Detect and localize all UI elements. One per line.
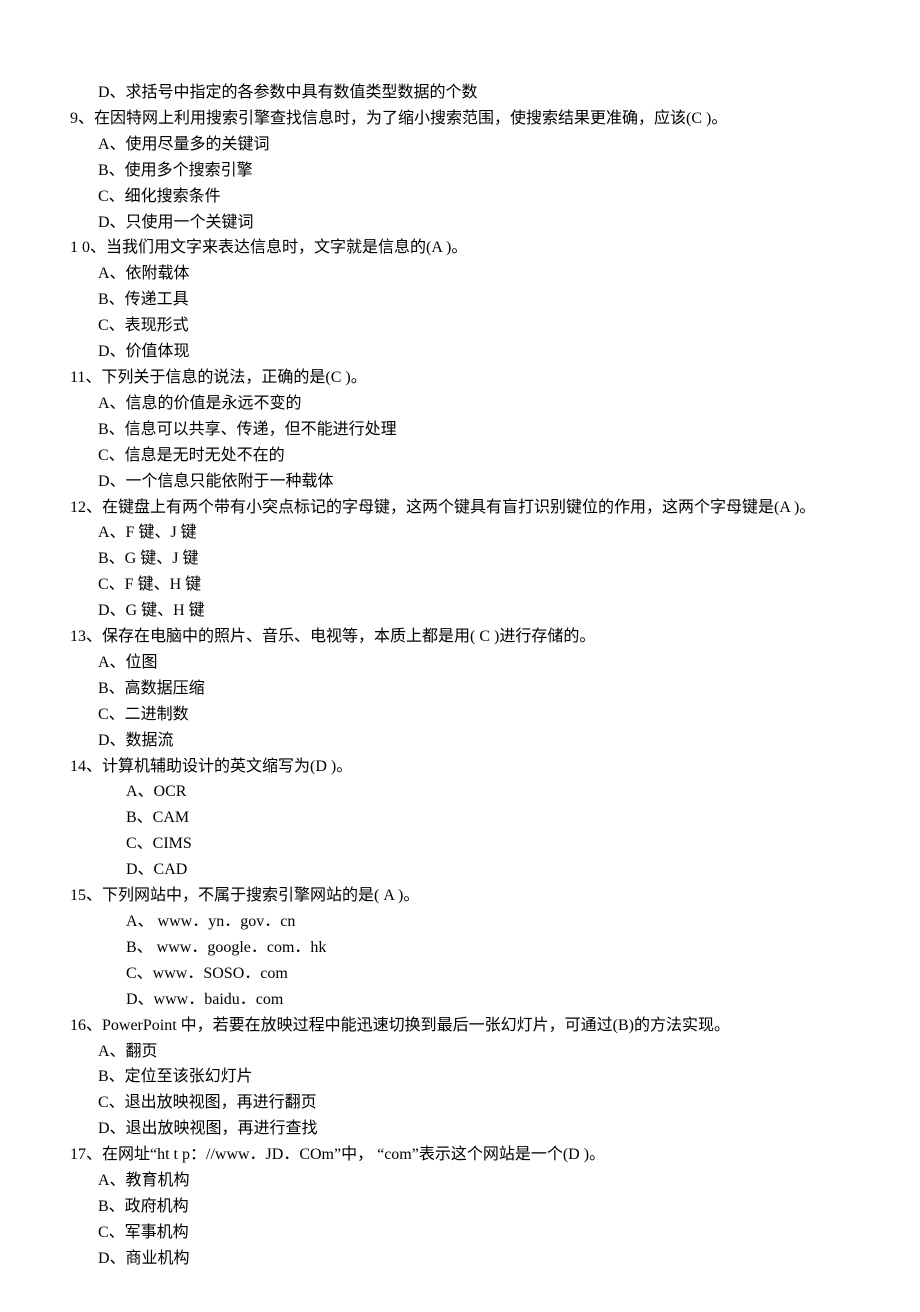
option-line: B、信息可以共享、传递，但不能进行处理 — [70, 417, 850, 443]
option-line: D、CAD — [70, 857, 850, 883]
option-line: D、G 键、H 键 — [70, 598, 850, 624]
option-line: B、 www．google．com．hk — [70, 935, 850, 961]
question-line: 1 0、当我们用文字来表达信息时，文字就是信息的(A )。 — [70, 235, 850, 261]
question-line: 15、下列网站中，不属于搜索引擎网站的是( A )。 — [70, 883, 850, 909]
option-line: C、二进制数 — [70, 702, 850, 728]
option-line: C、www．SOSO．com — [70, 961, 850, 987]
option-line: D、价值体现 — [70, 339, 850, 365]
question-line: 16、PowerPoint 中，若要在放映过程中能迅速切换到最后一张幻灯片，可通… — [70, 1013, 850, 1039]
option-line: A、依附载体 — [70, 261, 850, 287]
option-line: B、政府机构 — [70, 1194, 850, 1220]
question-line: 9、在因特网上利用搜索引擎查找信息时，为了缩小搜索范围，使搜索结果更准确，应该(… — [70, 106, 850, 132]
question-line: 13、保存在电脑中的照片、音乐、电视等，本质上都是用( C )进行存储的。 — [70, 624, 850, 650]
option-line: D、商业机构 — [70, 1246, 850, 1272]
option-line: C、细化搜索条件 — [70, 184, 850, 210]
option-line: A、 www．yn．gov．cn — [70, 909, 850, 935]
option-line: D、求括号中指定的各参数中具有数值类型数据的个数 — [70, 80, 850, 106]
option-line: C、退出放映视图，再进行翻页 — [70, 1090, 850, 1116]
option-line: D、数据流 — [70, 728, 850, 754]
option-line: A、使用尽量多的关键词 — [70, 132, 850, 158]
option-line: D、退出放映视图，再进行查找 — [70, 1116, 850, 1142]
option-line: B、G 键、J 键 — [70, 546, 850, 572]
question-document: D、求括号中指定的各参数中具有数值类型数据的个数9、在因特网上利用搜索引擎查找信… — [70, 80, 850, 1272]
option-line: B、定位至该张幻灯片 — [70, 1064, 850, 1090]
option-line: A、F 键、J 键 — [70, 520, 850, 546]
option-line: D、一个信息只能依附于一种载体 — [70, 469, 850, 495]
option-line: A、位图 — [70, 650, 850, 676]
option-line: B、使用多个搜索引擎 — [70, 158, 850, 184]
option-line: D、www．baidu．com — [70, 987, 850, 1013]
option-line: A、翻页 — [70, 1039, 850, 1065]
question-line: 12、在键盘上有两个带有小突点标记的字母键，这两个键具有盲打识别键位的作用，这两… — [70, 495, 850, 521]
option-line: D、只使用一个关键词 — [70, 210, 850, 236]
question-line: 11、下列关于信息的说法，正确的是(C )。 — [70, 365, 850, 391]
option-line: B、高数据压缩 — [70, 676, 850, 702]
option-line: B、传递工具 — [70, 287, 850, 313]
option-line: C、CIMS — [70, 831, 850, 857]
option-line: C、军事机构 — [70, 1220, 850, 1246]
question-line: 14、计算机辅助设计的英文缩写为(D )。 — [70, 754, 850, 780]
option-line: A、信息的价值是永远不变的 — [70, 391, 850, 417]
question-line: 17、在网址“ht t p：//www．JD．COm”中， “com”表示这个网… — [70, 1142, 850, 1168]
option-line: A、教育机构 — [70, 1168, 850, 1194]
option-line: C、表现形式 — [70, 313, 850, 339]
option-line: A、OCR — [70, 779, 850, 805]
option-line: C、信息是无时无处不在的 — [70, 443, 850, 469]
option-line: C、F 键、H 键 — [70, 572, 850, 598]
option-line: B、CAM — [70, 805, 850, 831]
